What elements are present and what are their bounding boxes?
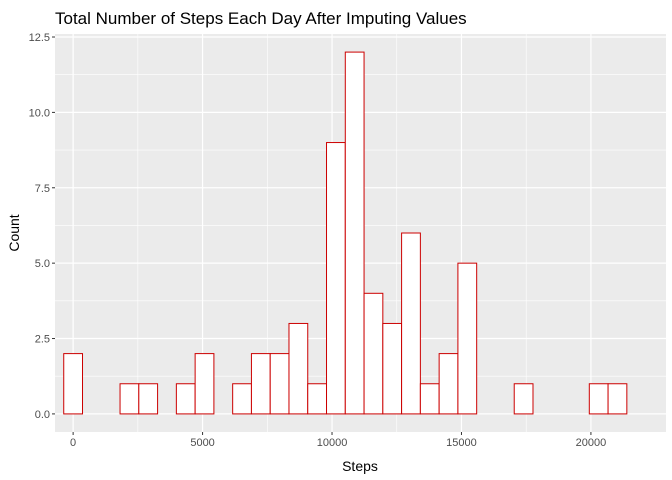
x-tick-label: 10000 <box>317 437 348 449</box>
chart-title: Total Number of Steps Each Day After Imp… <box>55 9 467 28</box>
y-axis-title: Count <box>6 214 22 251</box>
histogram-bar <box>438 353 459 415</box>
x-axis: 0 5000 10000 15000 20000 <box>70 432 606 449</box>
histogram-bar <box>232 383 252 415</box>
histogram-bar <box>382 322 403 415</box>
histogram-bar <box>119 383 140 415</box>
y-tick-label: 2.5 <box>35 334 50 346</box>
histogram-bar <box>175 383 196 415</box>
histogram-bar <box>326 142 346 415</box>
histogram-bar <box>344 51 365 415</box>
histogram-bar <box>194 353 215 415</box>
histogram-bar <box>457 262 478 415</box>
x-tick-label: 5000 <box>190 437 214 449</box>
y-tick-label: 12.5 <box>29 32 50 44</box>
x-tick-label: 20000 <box>576 437 607 449</box>
y-tick-label: 5.0 <box>35 258 50 270</box>
histogram-bar <box>419 383 440 415</box>
histogram-bar <box>513 383 534 415</box>
histogram-bars <box>63 51 628 415</box>
histogram-bar <box>288 322 309 415</box>
histogram-bar <box>250 353 271 415</box>
histogram-bar <box>363 292 384 415</box>
histogram-bar <box>307 383 328 415</box>
y-tick-label: 10.0 <box>29 107 50 119</box>
x-axis-title: Steps <box>342 458 378 474</box>
histogram-bar <box>607 383 628 415</box>
histogram-bar <box>63 353 84 415</box>
x-tick-label: 15000 <box>446 437 477 449</box>
y-tick-label: 0.0 <box>35 409 50 421</box>
x-tick-label: 0 <box>70 437 76 449</box>
histogram-bar <box>588 383 609 415</box>
y-axis: 0.0 2.5 5.0 7.5 10.0 12.5 <box>29 32 55 421</box>
histogram-bar <box>269 353 290 415</box>
histogram-bar <box>401 232 421 415</box>
histogram-bar <box>138 383 159 415</box>
y-tick-label: 7.5 <box>35 183 50 195</box>
